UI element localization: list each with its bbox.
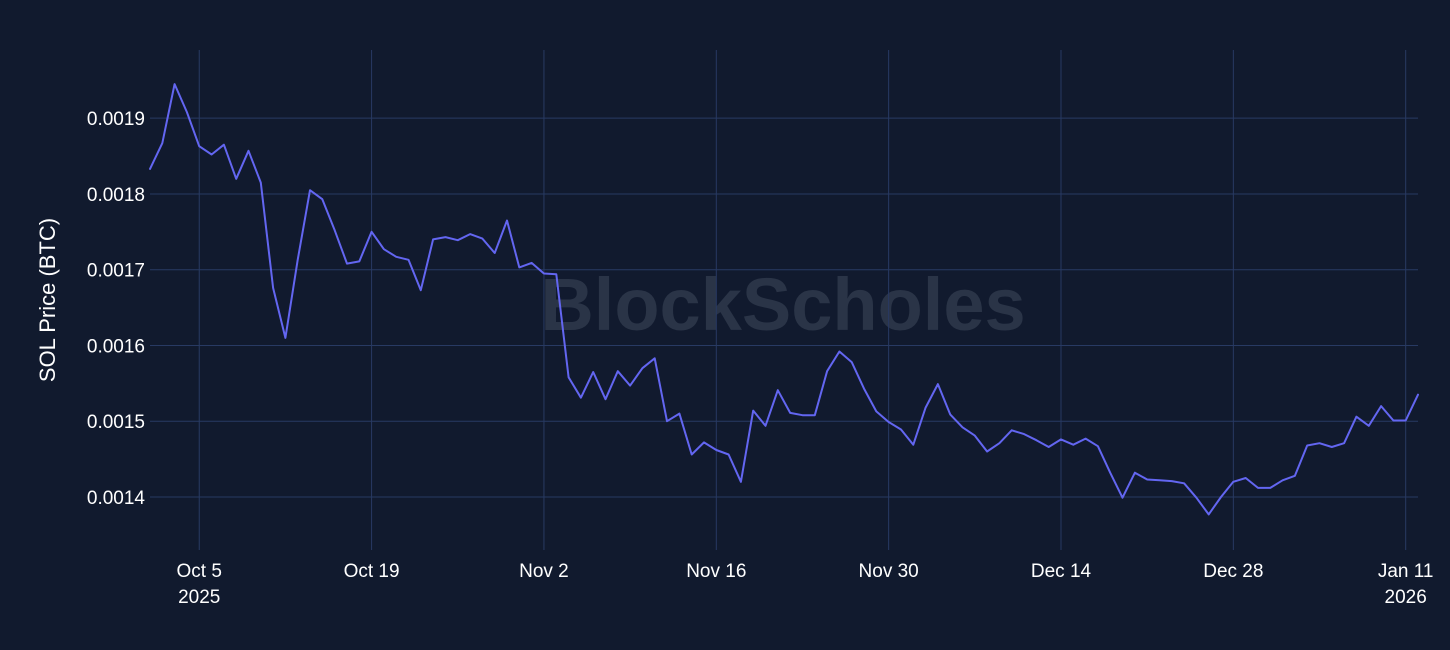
- sol-price-line: [149, 83, 1419, 516]
- y-tick-label: 0.0019: [87, 109, 145, 130]
- y-axis: 0.0014 0.0015 0.0016 0.0017 0.0018 0.0019: [87, 109, 146, 509]
- x-tick-year-label: 2025: [178, 587, 220, 608]
- x-tick-label: Dec 14: [1031, 561, 1092, 582]
- x-tick-label: Oct 19: [344, 561, 400, 582]
- watermark: BlockScholes: [540, 263, 1025, 346]
- x-tick-label: Oct 5: [177, 561, 222, 582]
- y-tick-label: 0.0016: [87, 336, 145, 357]
- y-tick-label: 0.0018: [87, 185, 145, 206]
- x-tick-label: Jan 11: [1378, 561, 1434, 582]
- x-tick-label: Dec 28: [1203, 561, 1263, 582]
- x-tick-year-label: 2026: [1385, 587, 1427, 608]
- x-tick-label: Nov 30: [859, 561, 919, 582]
- x-axis: Oct 5 2025 Oct 19 Nov 2 Nov 16 Nov 30 Dec 14 De…: [177, 561, 1434, 608]
- x-tick-label: Nov 2: [519, 561, 569, 582]
- y-axis-title: SOL Price (BTC): [35, 218, 60, 382]
- grid-lines: [150, 50, 1418, 550]
- x-tick-label: Nov 16: [686, 561, 746, 582]
- y-tick-label: 0.0015: [87, 412, 145, 433]
- y-tick-label: 0.0017: [87, 261, 145, 282]
- y-tick-label: 0.0014: [87, 488, 146, 509]
